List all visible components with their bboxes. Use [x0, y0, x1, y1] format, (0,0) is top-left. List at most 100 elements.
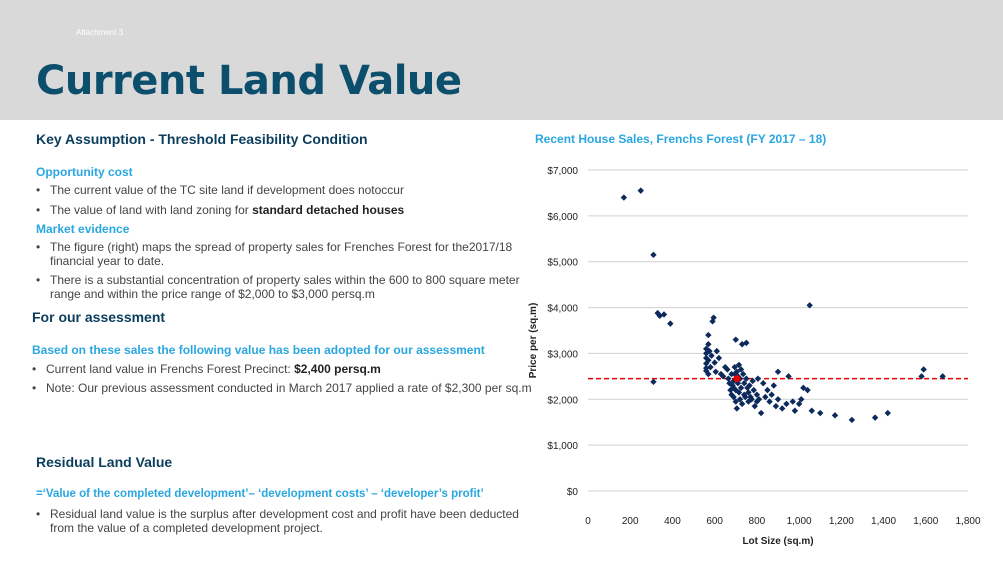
x-tick-label: 1,200 [829, 516, 854, 527]
x-tick-label: 1,000 [787, 516, 812, 527]
data-point [738, 400, 746, 408]
data-point [737, 366, 745, 373]
attachment-label: Attachment 3 [76, 28, 124, 37]
data-point [766, 398, 773, 405]
data-point [743, 375, 750, 382]
data-point [800, 384, 807, 392]
data-point [705, 370, 712, 378]
data-point [768, 391, 775, 398]
chart-y-axis-label: Price per (sq.m) [528, 303, 539, 379]
data-point [732, 398, 739, 405]
data-point [703, 354, 710, 362]
data-point [722, 363, 729, 371]
data-point [774, 396, 782, 403]
data-point [748, 396, 755, 403]
data-point [650, 251, 657, 259]
data-point [731, 370, 738, 378]
data-point [733, 405, 741, 412]
data-point [806, 302, 813, 309]
market-bullet-1: • The figure (right) maps the spread of p… [36, 240, 513, 268]
data-point [918, 373, 925, 380]
data-point [713, 347, 720, 355]
residual-formula: =‘Value of the completed development’– ‘… [36, 488, 484, 500]
data-point [831, 412, 839, 419]
x-tick-label: 1,600 [913, 516, 938, 527]
based-on-sales-title: Based on these sales the following value… [32, 343, 485, 357]
data-point [650, 378, 657, 386]
data-point [783, 400, 790, 408]
data-point [741, 380, 748, 387]
data-point [620, 194, 628, 201]
data-point [734, 373, 742, 380]
data-point [753, 398, 761, 405]
data-point [755, 396, 763, 403]
data-point [939, 373, 946, 380]
assessment-bullet-1: • Current land value in Frenchs Forest Pr… [32, 362, 381, 376]
data-point [712, 368, 719, 375]
data-point [709, 318, 716, 325]
data-point [732, 386, 739, 394]
y-tick-label: $3,000 [547, 349, 578, 360]
data-point [742, 393, 749, 401]
chart-gridlines [588, 169, 968, 446]
data-point [795, 400, 803, 408]
data-point [770, 382, 777, 389]
data-point [654, 309, 661, 317]
data-point [637, 187, 644, 194]
x-tick-label: 400 [664, 516, 681, 527]
highlight-point [733, 375, 741, 383]
y-tick-label: $2,000 [547, 395, 578, 406]
y-tick-label: $4,000 [547, 304, 578, 315]
data-point [726, 380, 733, 387]
data-point [710, 314, 717, 321]
data-point [738, 341, 746, 348]
data-point [719, 373, 727, 380]
chart-x-axis-label: Lot Size (sq.m) [742, 536, 813, 547]
data-point [747, 393, 754, 401]
data-point [779, 405, 786, 412]
data-point [708, 352, 715, 359]
data-point [736, 396, 744, 403]
data-point [703, 350, 710, 357]
page-title: Current Land Value [36, 58, 462, 104]
x-tick-label: 0 [585, 516, 591, 527]
data-point [753, 391, 761, 398]
x-tick-label: 1,400 [871, 516, 896, 527]
data-point [660, 311, 668, 318]
chart-y-tick-labels: $0 $1,000 $2,000 $3,000 $4,000 $5,000 $6,000 $7… [547, 166, 578, 498]
data-point [703, 345, 710, 353]
data-point [804, 386, 811, 394]
data-point [791, 407, 799, 414]
data-point [745, 389, 752, 396]
data-point [735, 361, 743, 369]
data-point [730, 384, 737, 392]
data-point [772, 402, 780, 410]
data-point [728, 370, 735, 378]
data-point [736, 375, 744, 382]
market-bullet-2: • There is a substantial concentration of… [36, 273, 520, 301]
data-point [705, 331, 712, 339]
data-point [667, 320, 674, 327]
chart-title: Recent House Sales, Frenchs Forest (FY 2… [535, 132, 827, 146]
data-point [705, 357, 712, 364]
data-point [762, 393, 769, 401]
data-point [656, 312, 663, 320]
data-point [717, 370, 725, 378]
data-point [707, 363, 714, 371]
data-point [760, 380, 767, 387]
data-point [735, 389, 743, 396]
residual-bullet-1: • Residual land value is the surplus afte… [36, 507, 519, 535]
y-tick-label: $6,000 [547, 212, 578, 223]
data-point [711, 359, 718, 366]
data-point [724, 366, 731, 373]
chart-points [620, 187, 946, 424]
data-point [817, 409, 824, 417]
data-point [703, 367, 710, 375]
x-tick-label: 600 [706, 516, 723, 527]
data-point [734, 380, 742, 387]
header-band: Attachment 3 Current Land Value [0, 0, 1003, 120]
data-point [808, 407, 815, 414]
data-point [920, 366, 927, 373]
data-point [730, 393, 737, 401]
data-point [757, 409, 765, 417]
